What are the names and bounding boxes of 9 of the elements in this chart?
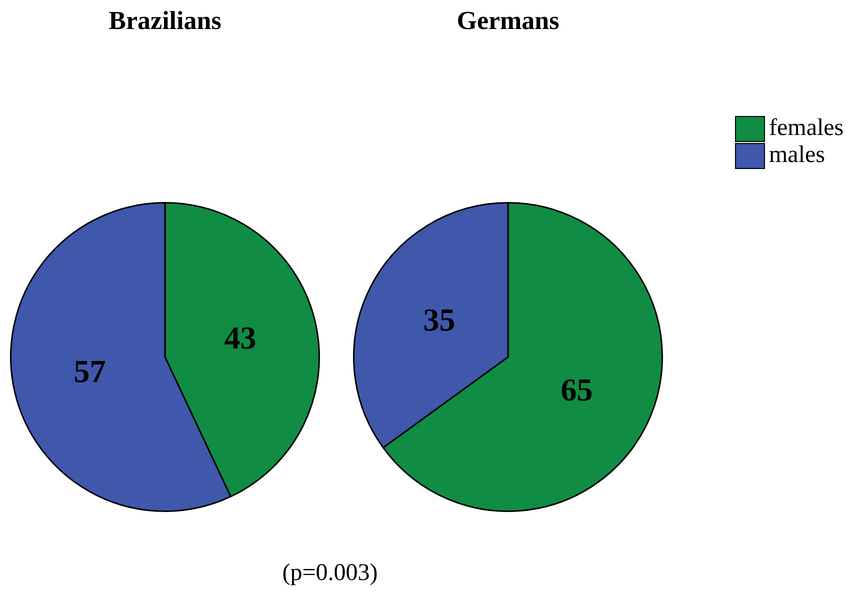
legend-label: males xyxy=(769,142,825,169)
data-label: 35 xyxy=(423,301,456,338)
legend-label: females xyxy=(769,115,844,142)
chart-title: Brazilians xyxy=(108,6,222,36)
chart-title: Germans xyxy=(456,6,560,36)
data-label: 57 xyxy=(74,353,106,390)
text: (p=0.003) xyxy=(281,560,379,587)
data-label: 65 xyxy=(560,371,593,408)
data-label: 43 xyxy=(224,319,256,356)
